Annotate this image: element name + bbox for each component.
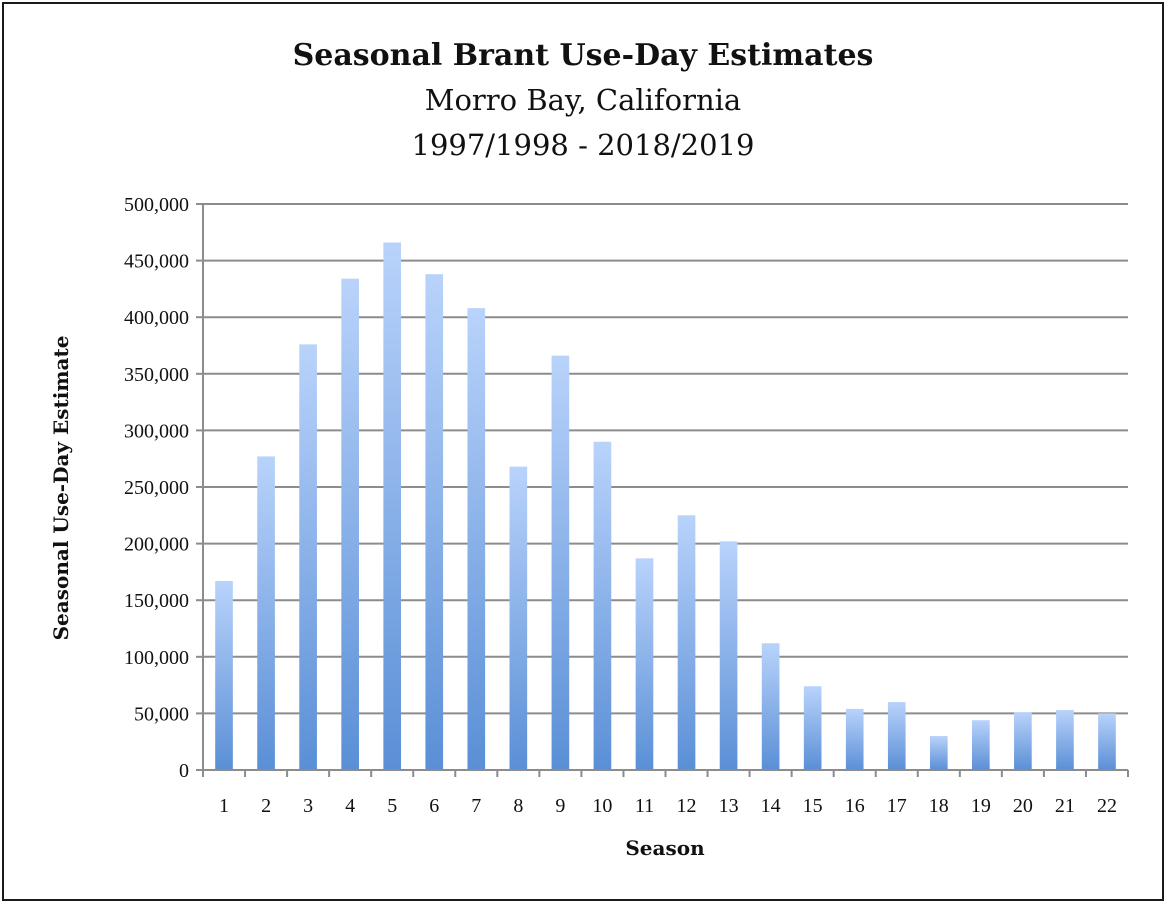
y-tick-label: 0: [179, 760, 189, 782]
bar: [215, 580, 233, 770]
y-axis-ticks: 0 50,000 100,000 150,000 200,000 250,000 300,0…: [124, 194, 203, 782]
bar: [299, 344, 317, 770]
bar: [761, 643, 780, 770]
bar: [972, 720, 990, 770]
x-tick-label: 11: [635, 795, 654, 817]
y-tick-label: 100,000: [124, 647, 189, 669]
chart-title: Seasonal Brant Use-Day Estimates: [293, 38, 874, 73]
x-tick-label: 14: [761, 795, 781, 817]
y-tick-label: 300,000: [124, 420, 189, 442]
y-tick-label: 400,000: [124, 307, 189, 329]
x-tick-label: 18: [929, 795, 949, 817]
x-tick-label: 10: [592, 795, 612, 817]
x-tick-label: 2: [261, 795, 271, 817]
y-tick-label: 450,000: [124, 251, 189, 273]
bars: [215, 242, 1116, 770]
bar: [1014, 712, 1032, 770]
bar: [929, 736, 948, 770]
bar: [719, 541, 738, 770]
x-tick-label: 21: [1055, 795, 1075, 817]
x-tick-label: 8: [513, 795, 523, 817]
x-tick-label: 15: [803, 795, 823, 817]
x-tick-label: 20: [1013, 795, 1033, 817]
y-tick-label: 200,000: [124, 534, 189, 556]
bar: [677, 515, 696, 770]
bar: [467, 308, 486, 770]
x-tick-label: 1: [219, 795, 229, 817]
bar: [887, 702, 906, 770]
y-tick-label: 350,000: [124, 364, 189, 386]
x-axis-label: Season: [625, 836, 705, 860]
bar: [1056, 710, 1074, 770]
bar: [551, 355, 570, 770]
x-axis-ticks: 1 2 3 4 5 6 7 8 9 10 11 12 13 14 15 16 17 18 19 20 21 22: [202, 770, 1129, 817]
y-axis-label: Seasonal Use-Day Estimate: [49, 336, 73, 641]
x-tick-label: 5: [387, 795, 397, 817]
x-tick-label: 19: [971, 795, 991, 817]
x-tick-label: 4: [345, 795, 355, 817]
x-tick-label: 13: [719, 795, 739, 817]
x-tick-label: 7: [471, 795, 481, 817]
bar: [257, 456, 275, 770]
x-tick-label: 3: [303, 795, 313, 817]
chart-subtitle-location: Morro Bay, California: [425, 83, 741, 117]
x-tick-label: 17: [887, 795, 907, 817]
bar: [635, 558, 654, 770]
bar: [341, 278, 359, 770]
chart-subtitle-period: 1997/1998 - 2018/2019: [412, 128, 755, 162]
x-tick-label: 22: [1097, 795, 1117, 817]
x-tick-label: 16: [845, 795, 865, 817]
bar: [425, 274, 444, 770]
bar: [593, 441, 612, 770]
x-tick-label: 9: [555, 795, 565, 817]
y-tick-label: 150,000: [124, 590, 189, 612]
y-tick-label: 250,000: [124, 477, 189, 499]
y-tick-label: 500,000: [124, 194, 189, 216]
bar: [1098, 713, 1116, 770]
bar: [845, 708, 864, 770]
y-tick-label: 50,000: [134, 703, 189, 725]
bar: [803, 686, 822, 770]
x-tick-label: 6: [429, 795, 439, 817]
bar: [383, 242, 402, 770]
bar: [509, 466, 528, 770]
x-tick-label: 12: [677, 795, 697, 817]
